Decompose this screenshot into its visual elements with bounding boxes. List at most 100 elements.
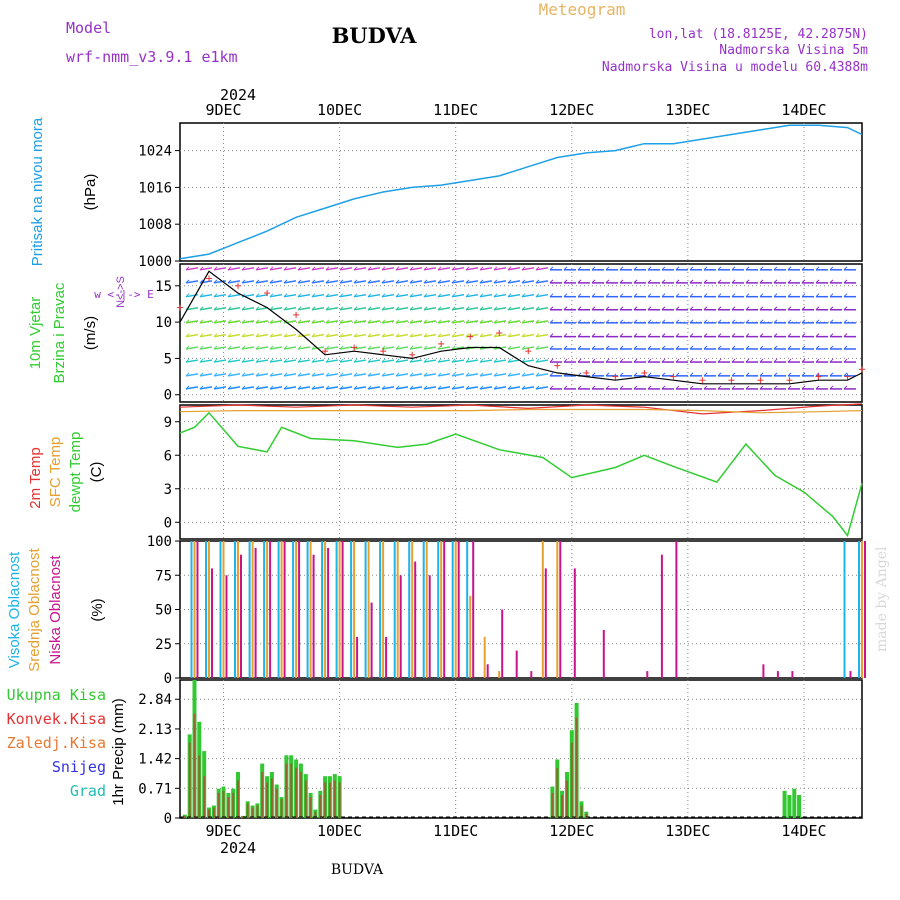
wind-barb-flag [787, 266, 792, 271]
wind-barb [241, 333, 255, 338]
wind-barb [479, 373, 493, 377]
cloud-bar [379, 541, 382, 678]
wind-barb [339, 320, 353, 324]
pressure-panel: 1000 1008 1016 1024 [138, 122, 863, 270]
wind-barb-flag [773, 293, 778, 298]
wind-barb-flag [507, 345, 512, 350]
temp-line [179, 403, 863, 415]
wind-barb-flag [521, 279, 526, 284]
wind-barb [325, 267, 339, 271]
wind-barb-flag [465, 319, 470, 324]
wind-barb-flag [339, 293, 344, 298]
wind-barb-flag [633, 266, 638, 271]
wind-barb-flag [535, 319, 540, 324]
wind-barb-flag [437, 333, 442, 337]
wind-barb-flag [311, 293, 316, 298]
wind-barb-flag [437, 293, 442, 298]
wind-barb [283, 333, 297, 338]
wind-barb-flag [591, 279, 596, 284]
wind-barb-flag [465, 385, 470, 390]
wind-panel: 0 5 10 15 [155, 263, 865, 404]
wind-barb [409, 346, 423, 350]
wind-barb-flag [479, 333, 484, 337]
wind-barb [423, 320, 437, 324]
cloud-bar [428, 575, 431, 679]
wind-barb [521, 333, 535, 338]
wind-barb-flag [815, 372, 820, 377]
wind-barb-flag [409, 293, 414, 298]
wind-barb-flag [297, 306, 302, 311]
wind-barb-flag [549, 279, 554, 284]
wind-barb-flag [633, 345, 638, 350]
wind-barb-flag [731, 319, 736, 324]
wind-barb-flag [591, 333, 596, 337]
wind-barb-flag [787, 345, 792, 350]
wind-barb-flag [269, 319, 274, 324]
wind-barb-flag [731, 306, 736, 311]
cloud-bar [240, 554, 242, 678]
wind-barb [199, 293, 213, 298]
wind-barb-flag [675, 372, 680, 377]
cloud-bar [222, 541, 225, 678]
wind-barb-flag [493, 279, 498, 284]
wind-barb-flag [717, 279, 722, 284]
wind-barb-flag [521, 319, 526, 324]
precip-conv-bar [261, 772, 264, 818]
wind-barb [423, 386, 437, 390]
y-tick-label: 3 [164, 482, 172, 498]
wind-barb [297, 267, 311, 271]
cloud-bar [486, 664, 489, 678]
cloud-bar [263, 541, 266, 678]
wind-barb-flag [759, 345, 764, 350]
wind-barb-flag [395, 319, 400, 324]
wind-direction-legend-ns: N<->S [115, 276, 127, 308]
cloud-bar [341, 541, 344, 678]
wind-barb-flag [213, 345, 218, 350]
wind-barb-flag [535, 266, 540, 271]
wind-barb-flag [731, 333, 736, 337]
wind-barb-flag [717, 358, 722, 363]
wind-barb [339, 333, 353, 338]
wind-barb [311, 267, 325, 271]
wind-barb [381, 280, 395, 284]
wind-barb-flag [801, 306, 806, 311]
wind-barb-flag [199, 306, 204, 311]
cloud-bar [399, 575, 402, 679]
y-tick-label: 100 [147, 534, 172, 550]
wind-barb-flag [395, 306, 400, 311]
precip-conv-bar [241, 816, 244, 818]
wind-barb-flag [297, 372, 302, 377]
y-tick-label: 0 [164, 811, 172, 827]
wind-barb [367, 307, 381, 311]
precip-conv-bar [183, 815, 186, 818]
wind-barb-flag [549, 385, 554, 390]
precip-conv-bar [566, 780, 568, 818]
wind-barb [437, 386, 451, 390]
wind-barb-flag [787, 333, 792, 337]
wind-barb [395, 346, 409, 350]
wind-barb [185, 280, 199, 284]
wind-barb-flag [507, 372, 512, 377]
wind-barb-flag [479, 372, 484, 377]
wind-barb-flag [801, 372, 806, 377]
page-title: BUDVA [332, 23, 418, 48]
wind-barb-flag [227, 358, 232, 363]
wind-barb-flag [507, 293, 512, 298]
wind-barb-flag [731, 293, 736, 298]
precip-conv-bar [212, 807, 215, 818]
wind-barb [451, 320, 465, 324]
wind-barb-flag [353, 306, 358, 311]
wind-barb [185, 386, 199, 390]
wind-barb-flag [801, 345, 806, 350]
wind-barb [521, 386, 535, 390]
wind-barb-flag [199, 345, 204, 350]
y-tick-label: 50 [155, 603, 172, 619]
wind-barb-flag [787, 279, 792, 284]
wind-barb [241, 359, 255, 363]
wind-barb-flag [647, 279, 652, 284]
wind-barb-flag [661, 306, 666, 311]
wind-barb-flag [353, 372, 358, 377]
wind-barb-flag [283, 372, 288, 377]
wind-unit-label: (m/s) [82, 316, 99, 350]
wind-barb-flag [451, 345, 456, 350]
